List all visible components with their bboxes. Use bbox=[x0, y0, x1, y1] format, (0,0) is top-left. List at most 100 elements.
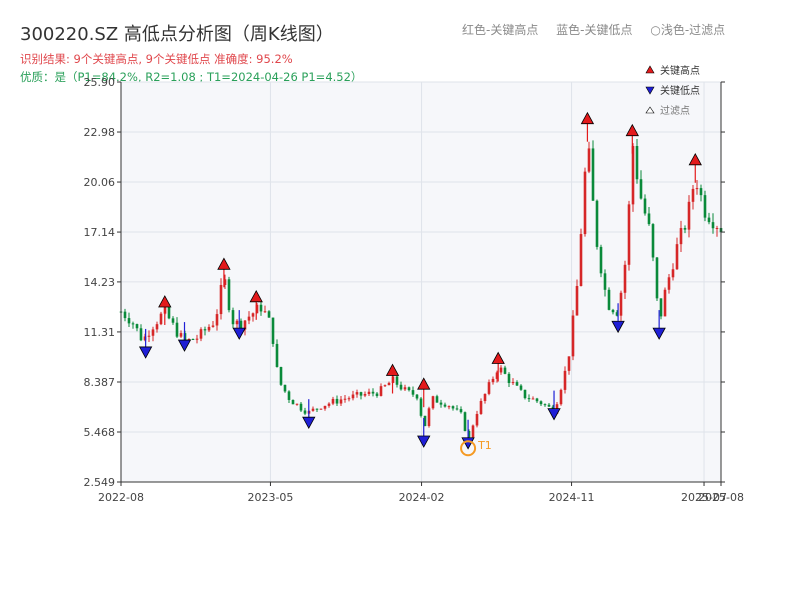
candle-body bbox=[415, 394, 419, 399]
candle-body bbox=[483, 393, 487, 401]
candle-body bbox=[467, 430, 471, 438]
key-high-marker bbox=[625, 123, 639, 137]
candle-body bbox=[611, 309, 615, 313]
candle-body bbox=[471, 425, 475, 438]
candle-body bbox=[543, 404, 547, 406]
candle-body bbox=[655, 257, 659, 299]
candle-body bbox=[283, 384, 287, 392]
candle-body bbox=[591, 148, 595, 201]
candle-body bbox=[223, 279, 227, 285]
candle-body bbox=[347, 398, 351, 400]
x-tick-label: 2025-07 bbox=[681, 491, 727, 504]
candle-body bbox=[271, 317, 275, 344]
candle-body bbox=[127, 318, 131, 324]
candle-body bbox=[299, 403, 303, 411]
candle-body bbox=[527, 398, 531, 400]
candle-body bbox=[275, 343, 279, 367]
candle-body bbox=[603, 273, 607, 290]
candle-body bbox=[395, 376, 399, 385]
candle-body bbox=[595, 200, 599, 247]
candle-body bbox=[515, 382, 519, 386]
candle-body bbox=[447, 406, 451, 408]
key-low-marker bbox=[652, 327, 666, 340]
candle-body bbox=[675, 244, 679, 270]
candle-body bbox=[567, 356, 571, 371]
candle-body bbox=[607, 289, 611, 310]
key-low-marker bbox=[232, 327, 246, 340]
candle-body bbox=[291, 399, 295, 405]
candle-body bbox=[495, 372, 499, 379]
candle-body bbox=[703, 195, 707, 218]
candle-body bbox=[147, 335, 151, 337]
candle-body bbox=[131, 323, 135, 325]
candle-body bbox=[267, 311, 271, 318]
candle-body bbox=[627, 204, 631, 265]
key-low-marker bbox=[138, 346, 153, 359]
candle-body bbox=[475, 413, 479, 426]
candle-body bbox=[195, 338, 199, 340]
y-tick-label: 2.549 bbox=[84, 476, 116, 489]
candle-body bbox=[411, 390, 415, 395]
candle-body bbox=[159, 313, 163, 325]
candle-body bbox=[631, 145, 635, 205]
candle-body bbox=[487, 382, 491, 394]
candle-body bbox=[523, 389, 527, 399]
candle-body bbox=[531, 398, 535, 400]
candle-body bbox=[403, 387, 407, 390]
candle-body bbox=[255, 304, 259, 314]
candle-body bbox=[511, 382, 515, 384]
legend-blue-text: 蓝色-关键低点 bbox=[556, 23, 633, 37]
page-title: 300220.SZ 高低点分析图（周K线图） bbox=[20, 24, 334, 45]
candle-body bbox=[671, 269, 675, 278]
candle-body bbox=[323, 405, 327, 409]
candle-body bbox=[243, 320, 247, 330]
key-high-marker bbox=[385, 363, 400, 376]
key-high-marker bbox=[688, 152, 702, 166]
candle-body bbox=[151, 329, 155, 336]
candle-body bbox=[351, 394, 355, 399]
key-low-marker bbox=[302, 416, 316, 430]
t1-highlight-ring bbox=[460, 440, 477, 457]
candle-body bbox=[679, 228, 683, 245]
key-high-marker bbox=[491, 351, 505, 364]
candle-body bbox=[211, 325, 215, 327]
candle-body bbox=[599, 246, 603, 274]
candle-body bbox=[479, 400, 483, 414]
candle-body bbox=[691, 188, 695, 202]
candle-body bbox=[507, 373, 511, 384]
key-high-marker bbox=[158, 295, 172, 308]
candle-body bbox=[635, 145, 639, 180]
y-tick-label: 22.98 bbox=[84, 126, 116, 139]
result-summary: 识别结果: 9个关键高点, 9个关键低点 准确度: 95.2% bbox=[20, 52, 293, 66]
candle-body bbox=[287, 391, 291, 400]
candle-body bbox=[491, 378, 495, 383]
candle-body bbox=[431, 396, 435, 409]
legend-filtered-marker bbox=[645, 106, 655, 114]
candle-body bbox=[443, 404, 447, 407]
key-low-marker bbox=[461, 437, 475, 450]
marker-legend: 关键高点 关键低点 过滤点 bbox=[645, 64, 700, 117]
candle-body bbox=[379, 386, 383, 396]
candle-body bbox=[419, 398, 423, 416]
candle-body bbox=[647, 213, 651, 225]
candle-body bbox=[451, 406, 455, 409]
candle-body bbox=[699, 188, 703, 196]
candle-body bbox=[639, 179, 643, 199]
candle-body bbox=[643, 198, 647, 214]
candle-body bbox=[667, 277, 671, 290]
y-tick-label: 20.06 bbox=[84, 176, 116, 189]
legend-filtered-label: 过滤点 bbox=[660, 104, 690, 117]
y-tick-label: 8.387 bbox=[84, 376, 116, 389]
x-tick-label: 2024-11 bbox=[549, 491, 595, 504]
candle-body bbox=[371, 391, 375, 394]
candle-body bbox=[559, 389, 563, 405]
candle-body bbox=[463, 412, 467, 431]
legend-light-text: ○浅色-过滤点 bbox=[650, 23, 726, 37]
candle-body bbox=[535, 398, 539, 402]
candle-body bbox=[247, 316, 251, 321]
legend-low-label: 关键低点 bbox=[660, 84, 700, 97]
candle-body bbox=[251, 313, 255, 317]
y-tick-label: 5.468 bbox=[84, 426, 116, 439]
candle-body bbox=[367, 391, 371, 395]
